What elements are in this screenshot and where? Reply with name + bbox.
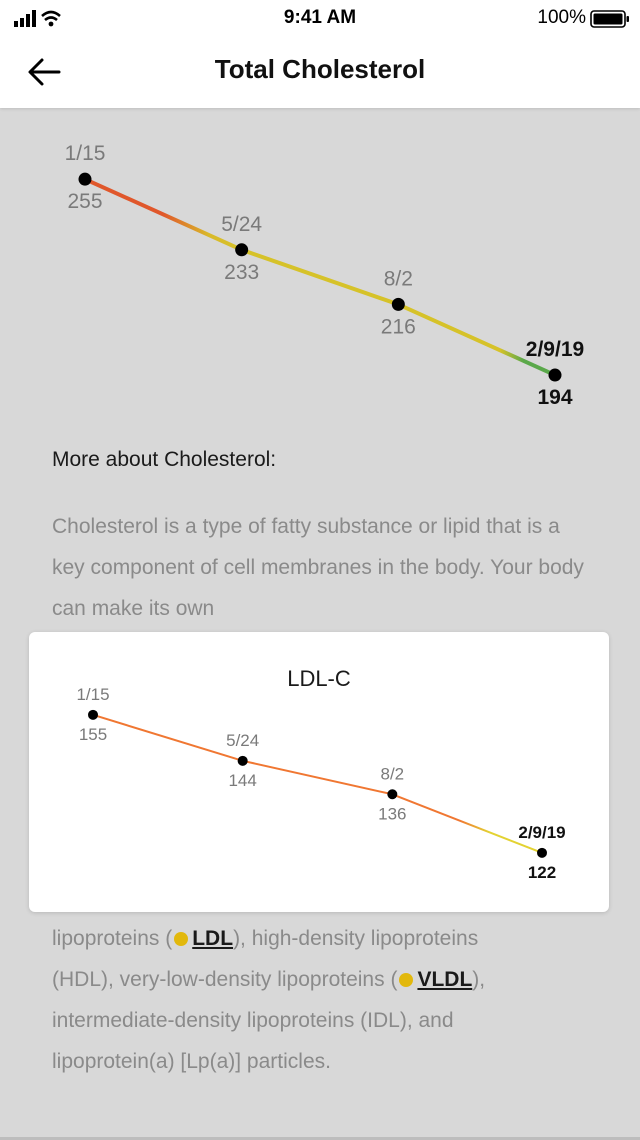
signal-wifi-icon	[14, 10, 61, 27]
total-cholesterol-chart: 1/15 5/24 8/2 2/9/19 255 233 216 194	[65, 142, 585, 408]
text-span: (HDL), very-low-density lipoproteins (	[52, 968, 398, 991]
value-label: 136	[378, 804, 406, 823]
value-label: 233	[224, 261, 259, 284]
data-point[interactable]	[78, 172, 92, 186]
ldl-card[interactable]: LDL-C 1/15 5/24 8/2 2/9/19 155 144 136 1…	[29, 632, 609, 912]
back-button[interactable]	[22, 52, 66, 92]
data-point[interactable]	[387, 789, 398, 800]
description-text: Cholesterol is a type of fatty substance…	[52, 515, 584, 620]
vldl-link[interactable]: VLDL	[417, 968, 473, 991]
data-point[interactable]	[235, 243, 249, 257]
value-label: 194	[537, 386, 572, 408]
chart-segment	[241, 247, 399, 307]
chart-segment	[84, 177, 243, 252]
bottom-divider	[0, 1137, 640, 1140]
section-heading: More about Cholesterol:	[52, 448, 277, 471]
data-point[interactable]	[548, 368, 562, 382]
page-title: Total Cholesterol	[214, 54, 426, 84]
chart-segment	[242, 759, 393, 796]
text-line: lipoprotein(a) [Lp(a)] particles.	[52, 1050, 331, 1073]
data-point[interactable]	[537, 847, 547, 858]
ldl-chart: 1/15 5/24 8/2 2/9/19 155 144 136 122	[76, 685, 565, 882]
description-text-continued: lipoproteins ( LDL), high-density lipopro…	[52, 918, 592, 1082]
data-point[interactable]	[391, 297, 405, 311]
date-label: 1/15	[76, 685, 109, 704]
value-label: 144	[228, 771, 256, 790]
chart-segment	[397, 302, 556, 377]
date-label: 2/9/19	[518, 823, 565, 842]
text-line: intermediate-density lipoproteins (IDL),…	[52, 1009, 454, 1032]
header: 9:41 AM 100% Total Cholesterol	[0, 0, 640, 108]
text-span: ),	[472, 968, 486, 991]
status-time: 9:41 AM	[283, 7, 357, 28]
date-label: 8/2	[381, 764, 405, 783]
text-line: (HDL), very-low-density lipoproteins ( VL…	[52, 959, 592, 1000]
date-label: 2/9/19	[526, 338, 584, 361]
ldl-link[interactable]: LDL	[192, 927, 234, 950]
value-label: 122	[528, 863, 556, 882]
text-span: lipoproteins (	[52, 927, 173, 950]
text-line: lipoproteins ( LDL), high-density lipopro…	[52, 918, 592, 959]
battery-percent: 100%	[537, 7, 586, 28]
ldl-dot-icon	[174, 932, 189, 946]
chart-segment	[391, 793, 543, 854]
vldl-dot-icon	[399, 973, 414, 987]
date-label: 1/15	[65, 142, 106, 165]
status-bar: 9:41 AM 100%	[0, 0, 640, 36]
text-span: ), high-density lipoproteins	[233, 927, 479, 950]
chart-segment	[92, 713, 243, 762]
value-label: 255	[67, 190, 102, 213]
card-title: LDL-C	[287, 666, 351, 691]
date-label: 5/24	[226, 731, 259, 750]
value-label: 155	[79, 725, 107, 744]
value-label: 216	[381, 315, 416, 338]
data-point[interactable]	[88, 709, 98, 720]
battery-icon	[590, 10, 629, 28]
data-point[interactable]	[237, 755, 248, 766]
date-label: 5/24	[221, 213, 262, 236]
date-label: 8/2	[384, 267, 413, 290]
arrow-left-icon	[28, 58, 61, 86]
